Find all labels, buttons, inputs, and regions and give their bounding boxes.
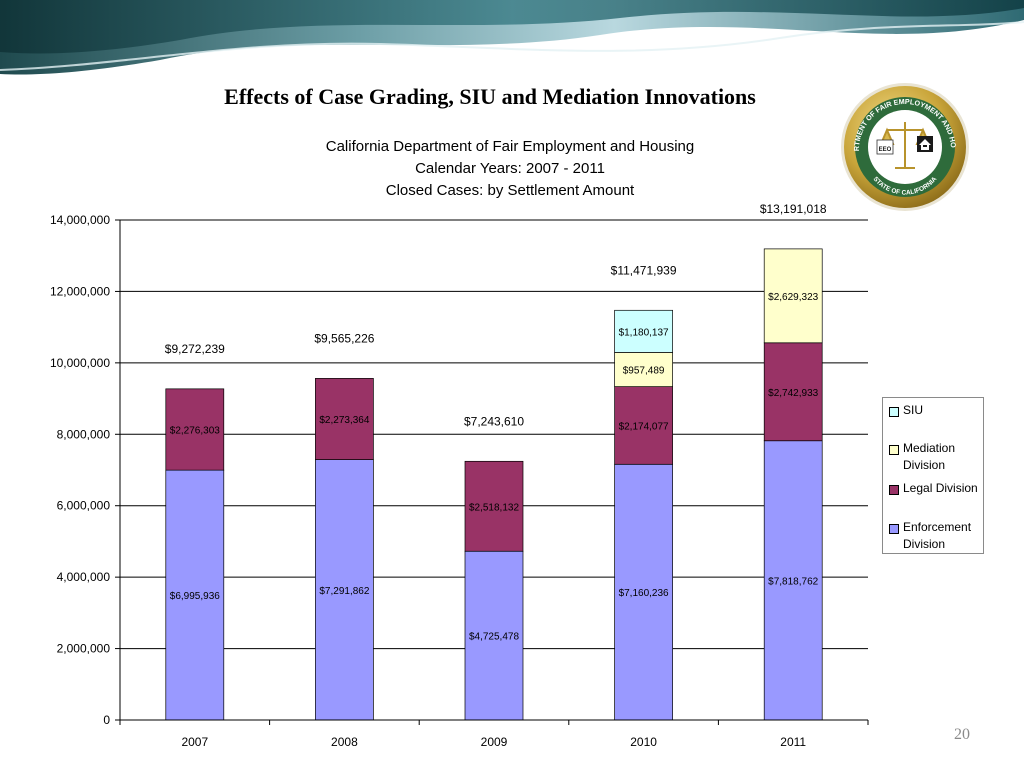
bar-segment-legal-division — [315, 378, 374, 460]
seal-badge-text: EEO — [879, 147, 892, 153]
data-label: $4,725,478 — [469, 632, 519, 643]
bar-segment-legal-division — [614, 386, 673, 465]
legend-label: SIU — [903, 403, 924, 417]
data-label: $2,174,077 — [619, 421, 669, 432]
bar-segment-enforcement-division — [464, 550, 524, 721]
bar-segment-legal-division — [763, 342, 823, 442]
data-label: $7,818,762 — [768, 576, 818, 587]
x-tick-label: 2007 — [181, 735, 208, 749]
y-tick-label: 4,000,000 — [57, 570, 111, 584]
bar-segment-legal-division — [165, 388, 225, 471]
bar-segment-enforcement-division — [315, 459, 374, 721]
y-axis: 0 2,000,000 4,000,000 6,000,000 8,000,000 10,… — [50, 213, 121, 727]
data-label: $7,291,862 — [319, 586, 369, 597]
bar-segment-legal-division — [464, 460, 524, 552]
total-label: $13,191,018 — [760, 202, 827, 216]
bar-segment-mediation-division — [763, 248, 823, 344]
y-tick-label: 10,000,000 — [50, 356, 110, 370]
y-tick-label: 14,000,000 — [50, 213, 110, 227]
data-label: $2,518,132 — [469, 502, 519, 513]
chart-title: California Department of Fair Employment… — [326, 138, 695, 199]
data-label: $7,160,236 — [619, 588, 669, 599]
legend-label: Enforcement Division — [903, 520, 972, 551]
data-label: $2,629,323 — [768, 292, 818, 303]
total-label: $7,243,610 — [464, 414, 524, 428]
data-label: $6,995,936 — [170, 591, 220, 602]
y-tick-label: 6,000,000 — [57, 499, 111, 513]
y-tick-label: 8,000,000 — [57, 427, 111, 441]
data-label: $2,276,303 — [170, 425, 220, 436]
header-wave-banner — [0, 0, 1024, 80]
total-label: $11,471,939 — [611, 263, 677, 277]
slide-title: Effects of Case Grading, SIU and Mediati… — [224, 84, 756, 109]
x-axis: 2007 2008 2009 2010 2011 — [119, 719, 869, 749]
data-label: $2,273,364 — [319, 415, 369, 426]
dfeh-seal-logo: DEPARTMENT OF FAIR EMPLOYMENT AND HOUSIN… — [835, 80, 969, 211]
legend-swatch — [889, 524, 899, 534]
total-label: $9,272,239 — [165, 342, 225, 356]
chart-bars — [165, 248, 823, 721]
chart-title-line: Closed Cases: by Settlement Amount — [386, 182, 635, 199]
legend-label: Mediation Division — [903, 441, 956, 472]
x-tick-label: 2011 — [780, 735, 806, 749]
legend-swatch — [889, 445, 899, 455]
data-label: $957,489 — [623, 366, 665, 377]
bar-segment-enforcement-division — [763, 440, 823, 721]
x-tick-label: 2009 — [481, 735, 508, 749]
y-tick-label: 0 — [103, 713, 110, 727]
y-tick-label: 12,000,000 — [50, 284, 110, 298]
data-label: $1,180,137 — [619, 327, 669, 338]
legend-label: Legal Division — [903, 481, 978, 495]
page-number: 20 — [954, 726, 970, 743]
eeo-badge-icon: EEO — [876, 139, 894, 155]
x-tick-label: 2010 — [630, 735, 657, 749]
data-label: $2,742,933 — [768, 388, 818, 399]
y-tick-label: 2,000,000 — [57, 642, 111, 656]
bar-segment-enforcement-division — [614, 463, 673, 721]
legend-swatch — [889, 485, 899, 495]
equal-housing-icon — [917, 136, 933, 152]
bar-segment-siu — [614, 309, 673, 353]
bar-segment-enforcement-division — [165, 469, 225, 721]
x-tick-label: 2008 — [331, 735, 358, 749]
legend-swatch — [889, 407, 899, 417]
chart-legend: SIU Mediation Division Legal Division Enfor… — [882, 397, 984, 554]
chart-title-line: California Department of Fair Employment… — [326, 138, 695, 155]
total-label: $9,565,226 — [314, 331, 374, 345]
chart-title-line: Calendar Years: 2007 - 2011 — [415, 160, 605, 177]
chart-data-labels: $6,995,936 $2,276,303 $9,272,239 $7,291,862… — [165, 202, 827, 643]
bar-segment-mediation-division — [614, 352, 673, 387]
